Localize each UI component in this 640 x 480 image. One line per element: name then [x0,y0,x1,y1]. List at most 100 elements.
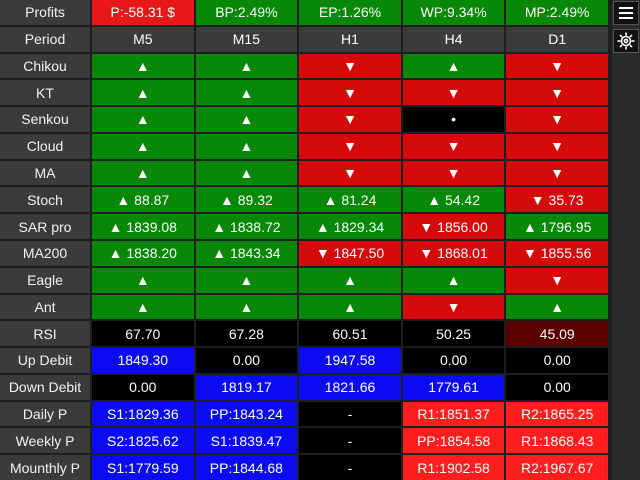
kt-h4-cell: ▼ [402,80,505,106]
sar-pro-h4-cell: ▼ 1856.00 [402,214,505,239]
weekly-p-h1-cell: - [299,428,401,454]
up-debit-m15-cell: 0.00 [195,348,298,373]
row-label-profits: Profits [0,0,90,25]
period-m15-cell: M15 [195,26,298,52]
daily-p-h4-cell: R1:1851.37 [402,401,505,427]
row-label-down-debit: Down Debit [0,374,90,400]
down-debit-m15-cell: 1819.17 [195,374,298,400]
sar-pro-d1-cell: ▲ 1796.95 [506,214,608,239]
row-label-ant: Ant [0,294,90,320]
ant-h4-cell: ▼ [402,294,505,320]
cloud-d1-cell: ▼ [506,133,608,159]
ma200-m15-cell: ▲ 1843.34 [195,241,298,266]
period-h1-cell: H1 [299,26,401,52]
senkou-d1-cell: ▼ [506,107,608,132]
eagle-m15-cell: ▲ [195,267,298,293]
weekly-p-m5-cell: S2:1825.62 [92,428,194,454]
senkou-h4-cell: • [402,107,505,132]
row-label-rsi: RSI [0,321,90,347]
chikou-h1-cell: ▼ [299,53,401,79]
period-h4-cell: H4 [402,26,505,52]
ma-m5-cell: ▲ [92,160,194,186]
kt-m5-cell: ▲ [92,80,194,106]
rsi-h1-cell: 60.51 [299,321,401,347]
profits-m5-cell: P:-58.31 $ [92,0,194,25]
up-debit-d1-cell: 0.00 [506,348,608,373]
mounthly-p-m5-cell: S1:1779.59 [92,455,194,480]
eagle-d1-cell: ▼ [506,267,608,293]
chikou-h4-cell: ▲ [402,53,505,79]
period-m5-cell: M5 [92,26,194,52]
up-debit-m5-cell: 1849.30 [92,348,194,373]
row-label-ma: MA [0,160,90,186]
row-label-stoch: Stoch [0,187,90,213]
mounthly-p-h1-cell: - [299,455,401,480]
row-label-up-debit: Up Debit [0,348,90,373]
ant-m15-cell: ▲ [195,294,298,320]
daily-p-m15-cell: PP:1843.24 [195,401,298,427]
senkou-h1-cell: ▼ [299,107,401,132]
mounthly-p-d1-cell: R2:1967.67 [506,455,608,480]
cloud-h4-cell: ▼ [402,133,505,159]
settings-button[interactable] [613,29,639,53]
row-label-sar-pro: SAR pro [0,214,90,239]
weekly-p-d1-cell: R1:1868.43 [506,428,608,454]
up-debit-h1-cell: 1947.58 [299,348,401,373]
down-debit-d1-cell: 0.00 [506,374,608,400]
rsi-d1-cell: 45.09 [506,321,608,347]
menu-button[interactable] [613,1,639,25]
ant-d1-cell: ▲ [506,294,608,320]
kt-m15-cell: ▲ [195,80,298,106]
ma-d1-cell: ▼ [506,160,608,186]
stoch-m15-cell: ▲ 89.32 [195,187,298,213]
eagle-h4-cell: ▲ [402,267,505,293]
stoch-h4-cell: ▲ 54.42 [402,187,505,213]
daily-p-h1-cell: - [299,401,401,427]
sar-pro-m15-cell: ▲ 1838.72 [195,214,298,239]
indicator-dashboard: Profits P:-58.31 $ BP:2.49% EP:1.26% WP:9.34… [0,0,608,480]
ma200-m5-cell: ▲ 1838.20 [92,241,194,266]
row-label-eagle: Eagle [0,267,90,293]
row-label-period: Period [0,26,90,52]
row-label-daily-p: Daily P [0,401,90,427]
stoch-m5-cell: ▲ 88.87 [92,187,194,213]
cloud-h1-cell: ▼ [299,133,401,159]
rsi-m5-cell: 67.70 [92,321,194,347]
down-debit-m5-cell: 0.00 [92,374,194,400]
ma-h4-cell: ▼ [402,160,505,186]
ant-m5-cell: ▲ [92,294,194,320]
ma-h1-cell: ▼ [299,160,401,186]
row-label-senkou: Senkou [0,107,90,132]
ma200-h4-cell: ▼ 1868.01 [402,241,505,266]
ma-m15-cell: ▲ [195,160,298,186]
profits-h1-cell: EP:1.26% [299,0,401,25]
side-toolbar [612,0,640,480]
daily-p-d1-cell: R2:1865.25 [506,401,608,427]
row-label-ma200: MA200 [0,241,90,266]
senkou-m5-cell: ▲ [92,107,194,132]
mounthly-p-m15-cell: PP:1844.68 [195,455,298,480]
kt-h1-cell: ▼ [299,80,401,106]
row-label-weekly-p: Weekly P [0,428,90,454]
down-debit-h4-cell: 1779.61 [402,374,505,400]
profits-d1-cell: MP:2.49% [506,0,608,25]
menu-icon [619,7,633,19]
chikou-m5-cell: ▲ [92,53,194,79]
cloud-m15-cell: ▲ [195,133,298,159]
chikou-m15-cell: ▲ [195,53,298,79]
rsi-h4-cell: 50.25 [402,321,505,347]
eagle-m5-cell: ▲ [92,267,194,293]
cloud-m5-cell: ▲ [92,133,194,159]
profits-m15-cell: BP:2.49% [195,0,298,25]
sar-pro-h1-cell: ▲ 1829.34 [299,214,401,239]
rsi-m15-cell: 67.28 [195,321,298,347]
mounthly-p-h4-cell: R1:1902.58 [402,455,505,480]
daily-p-m5-cell: S1:1829.36 [92,401,194,427]
up-debit-h4-cell: 0.00 [402,348,505,373]
chikou-d1-cell: ▼ [506,53,608,79]
ma200-h1-cell: ▼ 1847.50 [299,241,401,266]
stoch-d1-cell: ▼ 35.73 [506,187,608,213]
weekly-p-h4-cell: PP:1854.58 [402,428,505,454]
settings-gear-icon [617,32,635,50]
stoch-h1-cell: ▲ 81.24 [299,187,401,213]
